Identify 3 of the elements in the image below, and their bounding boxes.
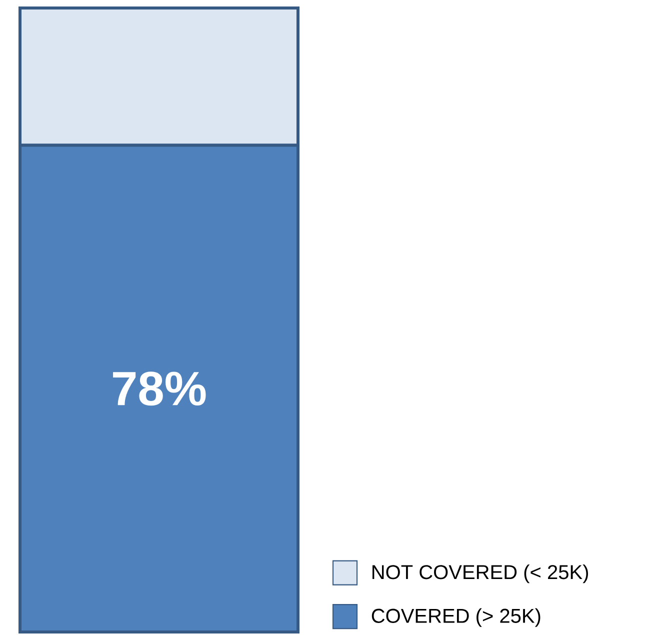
legend-label: COVERED (> 25K): [372, 608, 540, 627]
legend-label: NOT COVERED (< 25K): [372, 564, 588, 584]
data-label: 78%: [113, 372, 206, 406]
